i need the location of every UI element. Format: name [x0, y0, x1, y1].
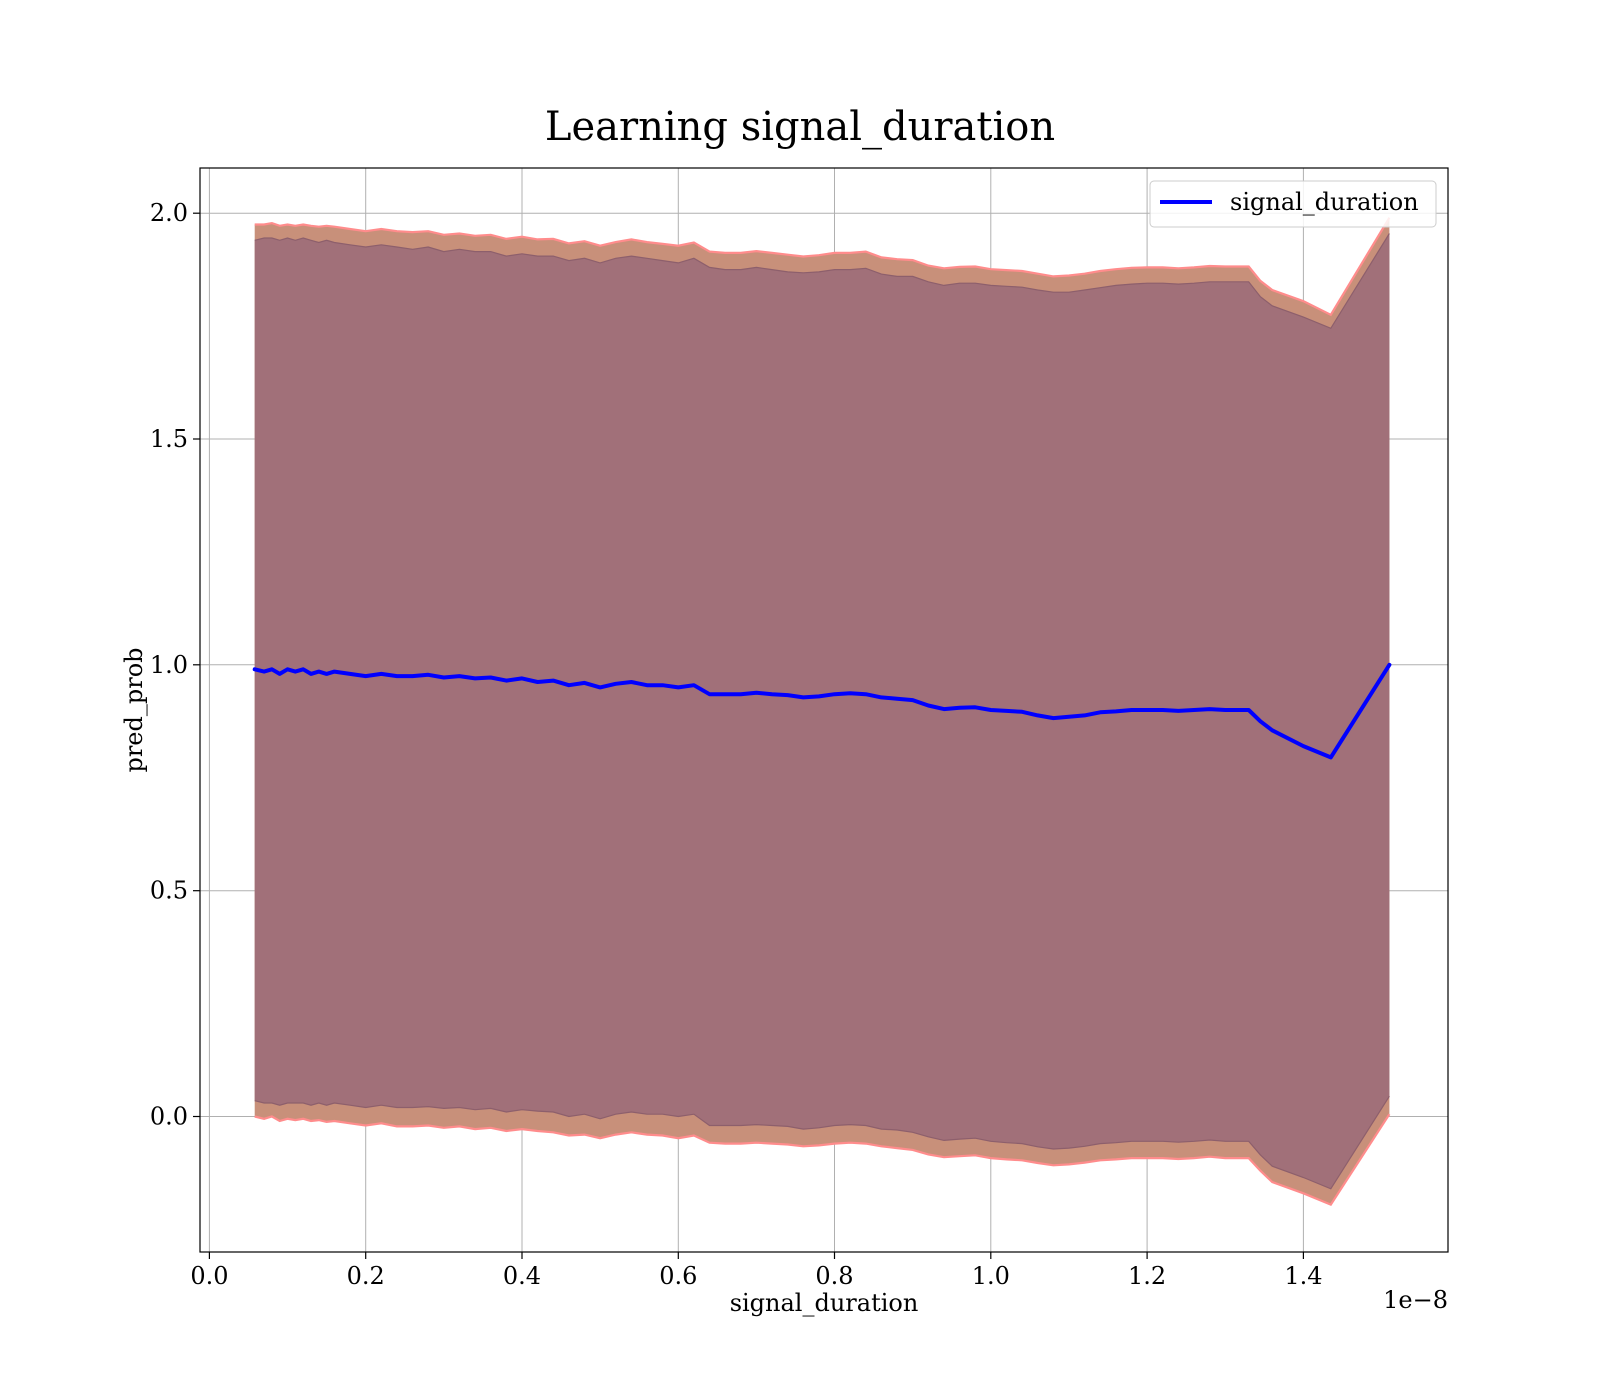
- x-axis-ticks: 0.0 0.2 0.4 0.6 0.8 1.0 1.2 1.4: [190, 1252, 1322, 1290]
- confidence-bands: [254, 217, 1391, 1206]
- y-tick-label: 1.5: [150, 425, 188, 453]
- chart-title: Learning signal_duration: [545, 104, 1055, 150]
- x-axis-offset-label: 1e−8: [1383, 1286, 1448, 1314]
- y-tick-label: 2.0: [150, 199, 188, 227]
- series-layer: [252, 662, 1392, 760]
- x-tick-label: 1.2: [1128, 1262, 1166, 1290]
- legend-box: [1149, 180, 1437, 228]
- inner-confidence-band: [254, 233, 1390, 1189]
- inner-band-upper-edge: [254, 233, 1390, 330]
- legend: signal_duration: [1149, 180, 1437, 228]
- plot-frame: [199, 167, 1449, 1253]
- outer-band-upper-edge: [254, 217, 1391, 317]
- x-tick-label: 1.0: [972, 1262, 1010, 1290]
- y-axis-label: pred_prob: [120, 647, 148, 772]
- x-tick-label: 0.2: [347, 1262, 385, 1290]
- y-axis-ticks: 0.0 0.5 1.0 1.5 2.0: [150, 199, 200, 1131]
- inner-band-lower-edge: [254, 1095, 1390, 1190]
- series-line-signal-duration: [252, 662, 1392, 760]
- x-axis-label: signal_duration: [730, 1289, 919, 1317]
- x-tick-label: 1.4: [1284, 1262, 1322, 1290]
- x-tick-label: 0.4: [503, 1262, 541, 1290]
- x-tick-label: 0.0: [190, 1262, 228, 1290]
- legend-label-signal-duration: signal_duration: [1230, 188, 1419, 216]
- x-tick-label: 0.6: [659, 1262, 697, 1290]
- y-tick-label: 0.5: [150, 877, 188, 905]
- x-tick-label: 0.8: [815, 1262, 853, 1290]
- y-tick-label: 0.0: [150, 1103, 188, 1131]
- outer-band-lower-edge: [254, 1113, 1391, 1206]
- y-tick-label: 1.0: [150, 651, 188, 679]
